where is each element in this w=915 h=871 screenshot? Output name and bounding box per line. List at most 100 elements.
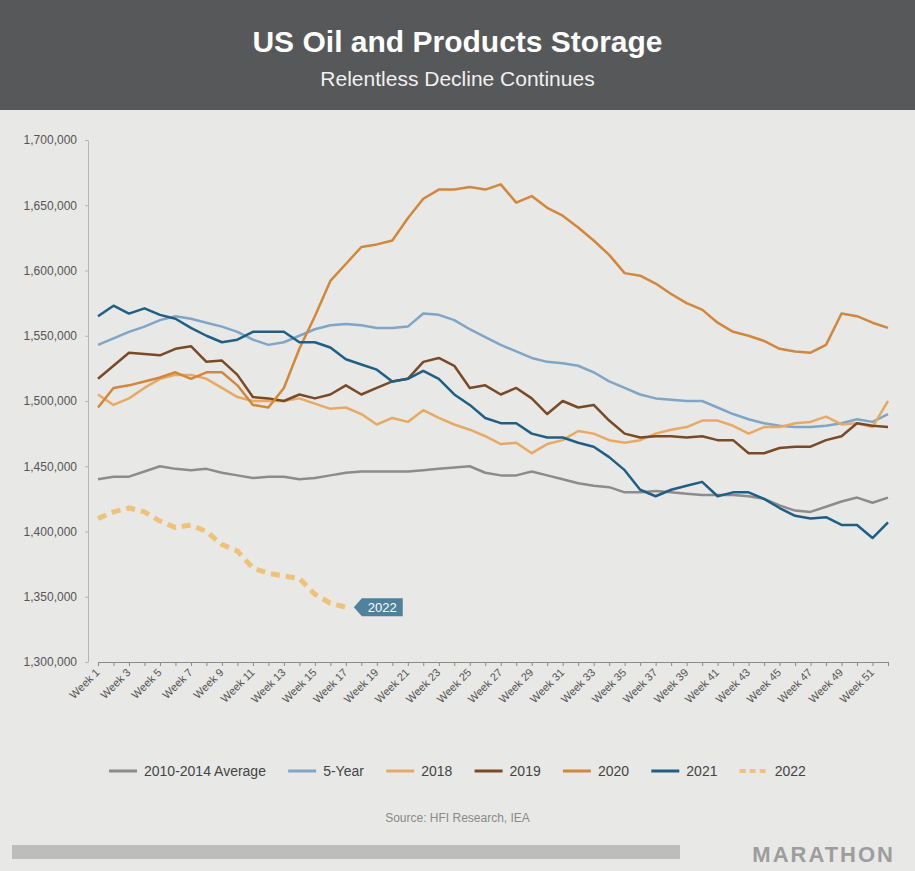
x-tick bbox=[671, 662, 672, 666]
x-tick bbox=[826, 662, 827, 666]
source: Source: HFI Research, IEA bbox=[385, 811, 530, 825]
x-tick-mark bbox=[749, 662, 750, 666]
x-tick: Week 5 bbox=[129, 662, 164, 701]
legend-swatch bbox=[475, 770, 503, 773]
x-tick bbox=[547, 662, 548, 666]
series-line bbox=[98, 508, 346, 607]
x-tick bbox=[144, 662, 145, 666]
y-tick-label: 1,600,000 bbox=[24, 264, 78, 278]
y-tick-label: 1,300,000 bbox=[24, 655, 78, 669]
annotation-label: 2022 bbox=[368, 600, 397, 615]
x-tick bbox=[578, 662, 579, 666]
x-tick-mark bbox=[780, 662, 781, 666]
legend-item: 2022 bbox=[740, 763, 806, 779]
x-tick: Week 3 bbox=[98, 662, 133, 701]
x-tick-mark bbox=[516, 662, 517, 666]
y-tick: 1,550,000 bbox=[24, 329, 88, 343]
x-tick bbox=[609, 662, 610, 666]
x-tick-mark bbox=[764, 662, 765, 666]
x-tick bbox=[857, 662, 858, 666]
x-tick bbox=[733, 662, 734, 666]
x-tick-mark bbox=[113, 662, 114, 666]
x-tick bbox=[764, 662, 765, 666]
x-tick-mark bbox=[640, 662, 641, 666]
y-tick: 1,300,000 bbox=[24, 655, 88, 669]
legend-item: 2018 bbox=[386, 763, 452, 779]
x-tick bbox=[206, 662, 207, 666]
legend-label: 2019 bbox=[510, 763, 541, 779]
x-tick bbox=[268, 662, 269, 666]
x-tick-mark bbox=[563, 662, 564, 666]
legend-swatch bbox=[740, 769, 768, 773]
title: US Oil and Products Storage bbox=[252, 25, 662, 58]
y-tick-mark bbox=[85, 205, 88, 206]
x-tick-mark bbox=[175, 662, 176, 666]
series-line bbox=[98, 184, 888, 407]
y-tick-label: 1,700,000 bbox=[24, 133, 78, 147]
x-tick-mark bbox=[857, 662, 858, 666]
x-tick-label: Week 51 bbox=[837, 666, 876, 705]
x-tick-mark bbox=[888, 662, 889, 666]
x-axis: Week 1Week 3Week 5Week 7Week 9Week 11Wee… bbox=[67, 662, 888, 705]
x-tick bbox=[485, 662, 486, 666]
x-tick-mark bbox=[315, 662, 316, 666]
y-tick-mark bbox=[85, 271, 88, 272]
x-tick-mark bbox=[687, 662, 688, 666]
x-tick-mark bbox=[423, 662, 424, 666]
chart: US Oil and Products StorageRelentless De… bbox=[0, 0, 915, 871]
x-tick-mark bbox=[594, 662, 595, 666]
x-tick-mark bbox=[826, 662, 827, 666]
x-tick-mark bbox=[268, 662, 269, 666]
x-tick-mark bbox=[671, 662, 672, 666]
x-tick-mark bbox=[222, 662, 223, 666]
x-tick bbox=[795, 662, 796, 666]
lines bbox=[98, 184, 888, 607]
y-axis-line bbox=[88, 141, 89, 663]
y-tick: 1,600,000 bbox=[24, 264, 88, 278]
x-tick: Week 1 bbox=[67, 662, 102, 701]
x-tick-mark bbox=[392, 662, 393, 666]
x-tick-mark bbox=[811, 662, 812, 666]
legend-label: 2010-2014 Average bbox=[144, 763, 266, 779]
y-tick: 1,450,000 bbox=[24, 460, 88, 474]
x-tick-mark bbox=[578, 662, 579, 666]
background bbox=[0, 0, 915, 871]
x-tick-mark bbox=[485, 662, 486, 666]
x-tick-label: Week 5 bbox=[129, 666, 164, 701]
legend-swatch bbox=[563, 770, 591, 773]
legend-label: 2022 bbox=[775, 763, 806, 779]
x-tick-mark bbox=[98, 662, 99, 666]
y-tick-label: 1,500,000 bbox=[24, 394, 78, 408]
x-tick-mark bbox=[377, 662, 378, 666]
x-tick-label: Week 3 bbox=[98, 666, 133, 701]
x-tick bbox=[237, 662, 238, 666]
annotation-box bbox=[354, 598, 403, 616]
x-tick-mark bbox=[299, 662, 300, 666]
x-tick-mark bbox=[501, 662, 502, 666]
x-tick-mark bbox=[439, 662, 440, 666]
x-tick-mark bbox=[346, 662, 347, 666]
x-axis-line bbox=[99, 662, 889, 663]
x-tick-mark bbox=[842, 662, 843, 666]
x-tick-mark bbox=[144, 662, 145, 666]
x-tick bbox=[113, 662, 114, 666]
series-line bbox=[98, 466, 888, 512]
legend: 2010-2014 Average5-Year20182019202020212… bbox=[109, 763, 806, 779]
x-tick-mark bbox=[160, 662, 161, 666]
x-tick bbox=[888, 662, 889, 666]
x-tick-mark bbox=[656, 662, 657, 666]
x-tick-mark bbox=[733, 662, 734, 666]
x-tick-mark bbox=[609, 662, 610, 666]
x-tick-mark bbox=[253, 662, 254, 666]
x-tick-mark bbox=[129, 662, 130, 666]
x-tick-mark bbox=[330, 662, 331, 666]
y-tick: 1,700,000 bbox=[24, 133, 88, 147]
y-tick-mark bbox=[85, 532, 88, 533]
y-tick-mark bbox=[85, 662, 88, 663]
x-tick bbox=[516, 662, 517, 666]
x-tick bbox=[361, 662, 362, 666]
x-tick bbox=[392, 662, 393, 666]
legend-item: 2010-2014 Average bbox=[109, 763, 266, 779]
y-tick: 1,500,000 bbox=[24, 394, 88, 408]
legend-label: 5-Year bbox=[323, 763, 364, 779]
